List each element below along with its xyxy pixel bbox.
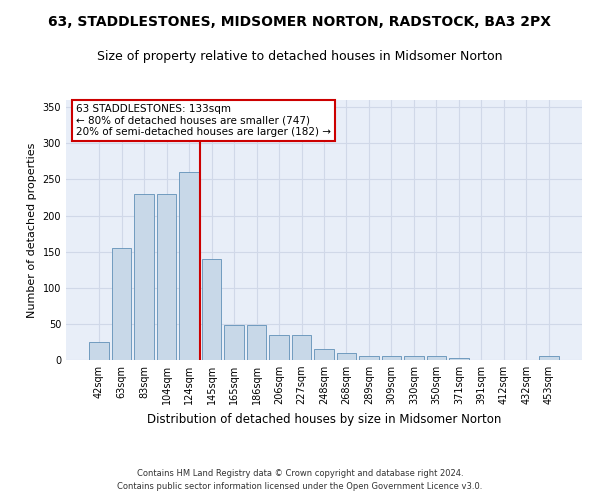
Bar bbox=[359, 356, 379, 360]
Bar bbox=[112, 248, 131, 360]
Text: 63 STADDLESTONES: 133sqm
← 80% of detached houses are smaller (747)
20% of semi-: 63 STADDLESTONES: 133sqm ← 80% of detach… bbox=[76, 104, 331, 137]
Text: Size of property relative to detached houses in Midsomer Norton: Size of property relative to detached ho… bbox=[97, 50, 503, 63]
Bar bbox=[292, 334, 311, 360]
Bar bbox=[269, 334, 289, 360]
Bar bbox=[404, 356, 424, 360]
Bar bbox=[337, 353, 356, 360]
Text: 63, STADDLESTONES, MIDSOMER NORTON, RADSTOCK, BA3 2PX: 63, STADDLESTONES, MIDSOMER NORTON, RADS… bbox=[49, 15, 551, 29]
Text: Contains HM Land Registry data © Crown copyright and database right 2024.: Contains HM Land Registry data © Crown c… bbox=[137, 468, 463, 477]
Bar bbox=[539, 356, 559, 360]
Bar bbox=[449, 358, 469, 360]
Bar bbox=[427, 356, 446, 360]
Bar bbox=[314, 349, 334, 360]
Bar bbox=[134, 194, 154, 360]
X-axis label: Distribution of detached houses by size in Midsomer Norton: Distribution of detached houses by size … bbox=[147, 412, 501, 426]
Bar bbox=[247, 326, 266, 360]
Bar bbox=[89, 342, 109, 360]
Text: Contains public sector information licensed under the Open Government Licence v3: Contains public sector information licen… bbox=[118, 482, 482, 491]
Y-axis label: Number of detached properties: Number of detached properties bbox=[27, 142, 37, 318]
Bar bbox=[224, 326, 244, 360]
Bar bbox=[157, 194, 176, 360]
Bar bbox=[382, 356, 401, 360]
Bar bbox=[202, 259, 221, 360]
Bar bbox=[179, 172, 199, 360]
